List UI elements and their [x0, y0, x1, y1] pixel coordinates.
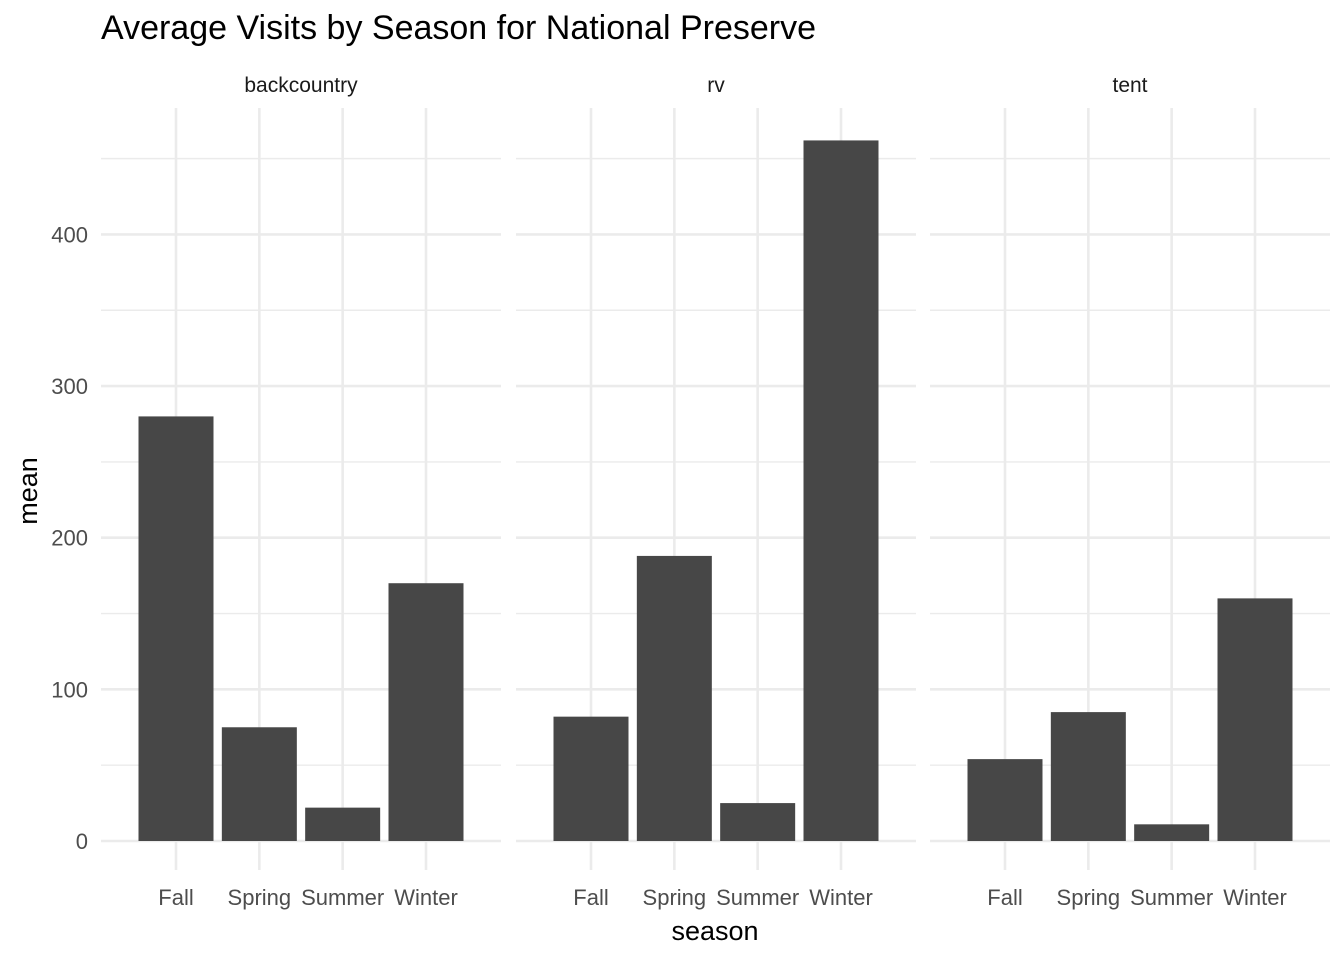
- bar-tent-fall: [967, 759, 1043, 841]
- bar-backcountry-spring: [221, 727, 297, 841]
- y-tick-label: 300: [51, 374, 88, 399]
- facet-strip-label: backcountry: [244, 74, 358, 97]
- y-axis-title: mean: [13, 457, 43, 525]
- facet-panel-tent: Fall Spring Summer Winter tent: [930, 74, 1330, 910]
- bar-rv-summer: [720, 803, 796, 841]
- facet-panel-backcountry: Fall Spring Summer Winter backcountry: [101, 74, 501, 910]
- facet-strip-label: tent: [1112, 74, 1147, 97]
- x-tick-label: Winter: [809, 885, 873, 910]
- bar-tent-spring: [1050, 712, 1126, 841]
- x-tick-label: Spring: [228, 885, 292, 910]
- bar-tent-summer: [1134, 824, 1210, 841]
- x-axis-title: season: [671, 916, 758, 946]
- y-tick-label: 0: [76, 829, 88, 854]
- x-tick-label: Spring: [643, 885, 707, 910]
- bar-rv-spring: [636, 555, 712, 841]
- bar-rv-winter: [803, 140, 879, 841]
- bar-tent-winter: [1217, 598, 1293, 841]
- x-tick-label: Summer: [301, 885, 384, 910]
- x-tick-label: Winter: [394, 885, 458, 910]
- x-tick-label: Summer: [1130, 885, 1213, 910]
- x-tick-label: Fall: [573, 885, 608, 910]
- x-tick-label: Fall: [987, 885, 1022, 910]
- y-axis: 0 100 200 300 400: [51, 222, 88, 854]
- bar-backcountry-winter: [388, 583, 464, 841]
- bar-backcountry-fall: [138, 416, 214, 841]
- facet-panels: Fall Spring Summer Winter backcountry Fall Spr…: [101, 74, 1330, 910]
- facet-strip-label: rv: [707, 74, 725, 97]
- x-tick-label: Spring: [1057, 885, 1121, 910]
- bar-backcountry-summer: [305, 807, 381, 841]
- y-tick-label: 200: [51, 526, 88, 551]
- chart-title: Average Visits by Season for National Pr…: [101, 9, 816, 47]
- y-tick-label: 100: [51, 677, 88, 702]
- x-tick-label: Summer: [716, 885, 799, 910]
- bar-rv-fall: [553, 716, 629, 841]
- y-tick-label: 400: [51, 222, 88, 247]
- x-tick-label: Fall: [158, 885, 193, 910]
- facet-panel-rv: Fall Spring Summer Winter rv: [516, 74, 916, 910]
- x-tick-label: Winter: [1223, 885, 1287, 910]
